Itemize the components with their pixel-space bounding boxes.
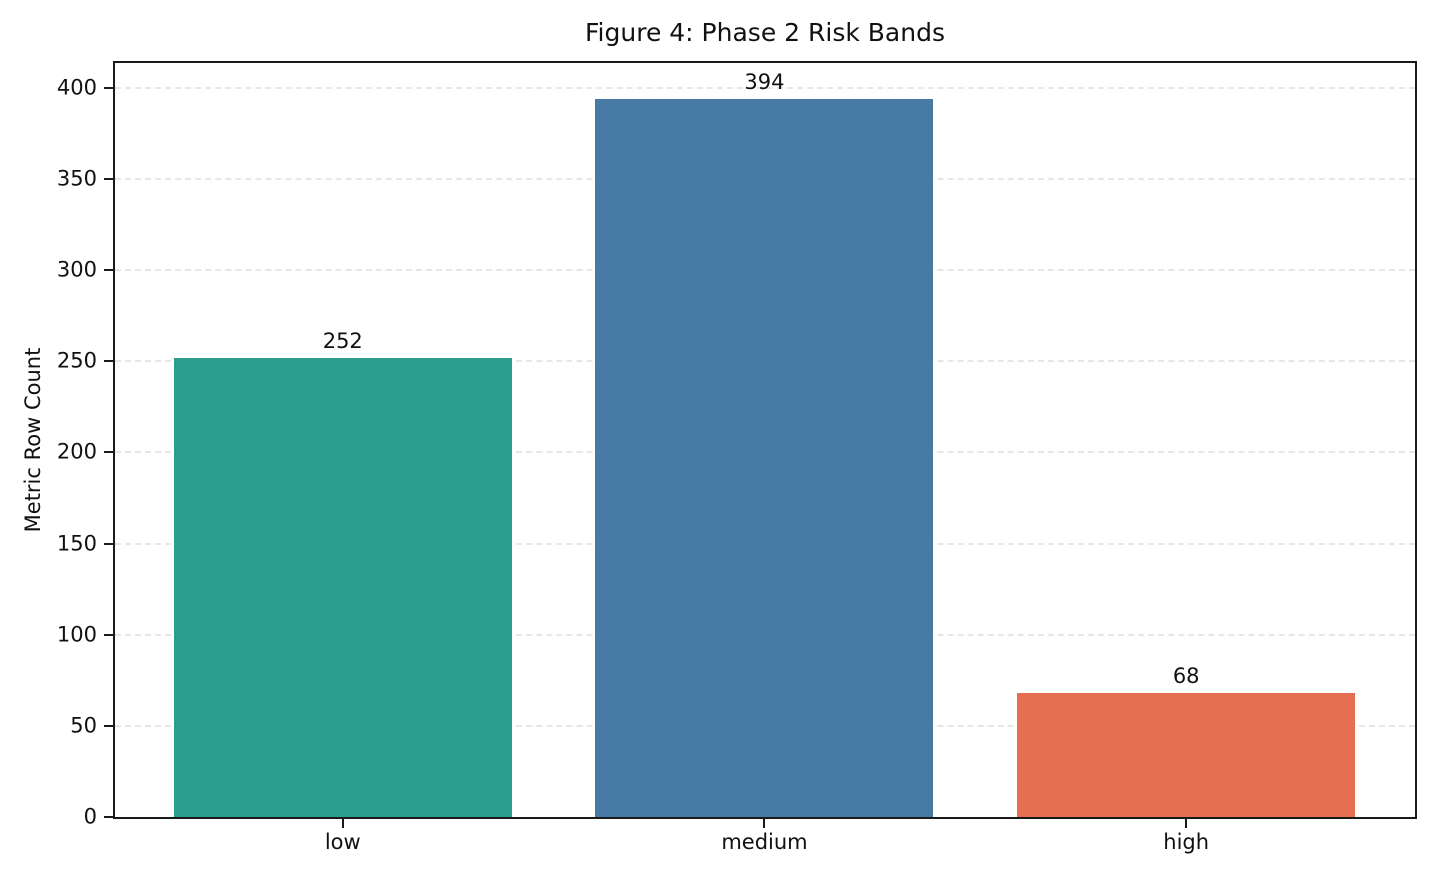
bar-value-label-low: 252 [322, 328, 363, 353]
bar-low [173, 357, 512, 817]
bar-value-label-medium: 394 [744, 69, 785, 94]
gridline-y-400 [115, 86, 1415, 89]
x-tick-label-low: low [324, 830, 361, 854]
x-tick-label-medium: medium [721, 830, 808, 854]
y-tick-label-400: 400 [56, 75, 97, 100]
y-tick-mark-200 [104, 451, 113, 454]
y-tick-label-200: 200 [56, 439, 97, 464]
y-tick-label-0: 0 [83, 804, 97, 829]
y-tick-mark-0 [104, 816, 113, 818]
y-tick-label-50: 50 [70, 713, 97, 738]
x-tick-mark-low [341, 819, 344, 828]
y-tick-mark-50 [104, 724, 113, 727]
chart-title: Figure 4: Phase 2 Risk Bands [585, 18, 945, 47]
y-tick-mark-100 [104, 633, 113, 636]
y-tick-label-350: 350 [56, 166, 97, 191]
y-tick-mark-150 [104, 542, 113, 545]
y-tick-label-100: 100 [56, 622, 97, 647]
y-tick-label-150: 150 [56, 531, 97, 556]
bar-value-label-high: 68 [1172, 664, 1200, 689]
y-tick-mark-250 [104, 360, 113, 363]
bar-high [1017, 693, 1356, 817]
y-tick-mark-300 [104, 269, 113, 272]
y-tick-mark-400 [104, 86, 113, 89]
x-tick-mark-high [1185, 819, 1188, 828]
y-tick-mark-350 [104, 177, 113, 180]
bar-medium [595, 98, 934, 817]
y-axis-label: Metric Row Count [21, 347, 45, 533]
plot-area: 0 50 100 150 200 250 300 350 400 252 low 394 medium 6… [57, 61, 1417, 854]
x-tick-mark-medium [763, 819, 766, 828]
y-tick-label-250: 250 [56, 348, 97, 373]
y-tick-label-300: 300 [56, 257, 97, 282]
x-tick-label-high: high [1163, 830, 1210, 854]
